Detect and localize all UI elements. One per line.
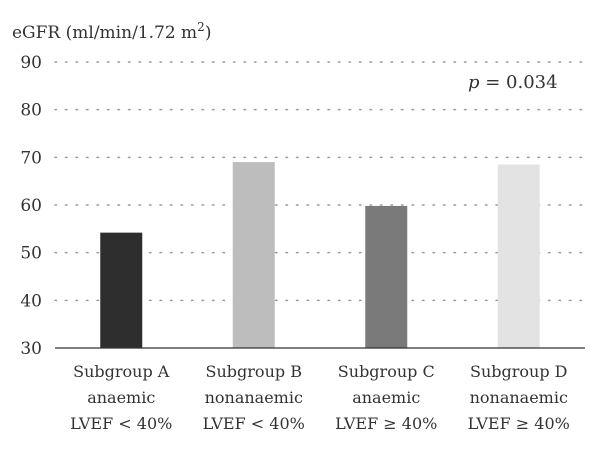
x-tick-label-line: Subgroup C [338, 362, 435, 381]
x-tick-label-line: LVEF ≥ 40% [468, 414, 570, 433]
y-tick-label: 80 [20, 101, 42, 121]
x-tick-label-line: Subgroup B [206, 362, 302, 381]
x-tick-label: Subgroup B nonanaemic LVEF < 40% [203, 362, 305, 433]
x-tick-label-line: LVEF < 40% [203, 414, 305, 433]
y-tick-label: 30 [20, 339, 42, 359]
y-tick-label: 40 [20, 291, 42, 311]
x-tick-label-line: Subgroup A [73, 362, 170, 381]
bar-2 [232, 162, 275, 348]
x-tick-label-line: LVEF ≥ 40% [335, 414, 437, 433]
x-tick-label-line: Subgroup D [470, 362, 568, 381]
x-tick-label-line: anaemic [352, 388, 420, 407]
y-axis-label-main: eGFR (ml/min/1.72 m [12, 23, 197, 43]
y-axis-label-close: ) [205, 23, 212, 43]
x-tick-label-line: nonanaemic [205, 388, 303, 407]
y-tick-label: 90 [20, 53, 42, 73]
x-tick-label-line: anaemic [87, 388, 155, 407]
y-axis-label-superscript: 2 [197, 20, 205, 34]
y-tick-label: 70 [20, 148, 42, 168]
p-value-text: = 0.034 [480, 72, 558, 93]
x-tick-label: Subgroup C anaemic LVEF ≥ 40% [335, 362, 437, 433]
y-tick-labels: 30 40 50 60 70 80 90 [20, 53, 42, 359]
x-tick-label-line: LVEF < 40% [70, 414, 172, 433]
y-tick-label: 50 [20, 244, 42, 264]
p-value-symbol: p [468, 72, 480, 93]
y-tick-label: 60 [20, 196, 42, 216]
x-tick-label-line: nonanaemic [470, 388, 568, 407]
x-tick-labels: Subgroup A anaemic LVEF < 40% Subgroup B non… [70, 362, 570, 433]
x-tick-label: Subgroup A anaemic LVEF < 40% [70, 362, 172, 433]
y-axis-label: eGFR (ml/min/1.72 m2) [12, 20, 211, 43]
bar-1 [100, 232, 143, 348]
p-value-annotation: p = 0.034 [468, 72, 558, 93]
bar-4 [497, 164, 540, 348]
x-tick-label: Subgroup D nonanaemic LVEF ≥ 40% [468, 362, 570, 433]
gridlines [54, 61, 586, 302]
bar-3 [365, 205, 408, 348]
bars [100, 162, 540, 348]
